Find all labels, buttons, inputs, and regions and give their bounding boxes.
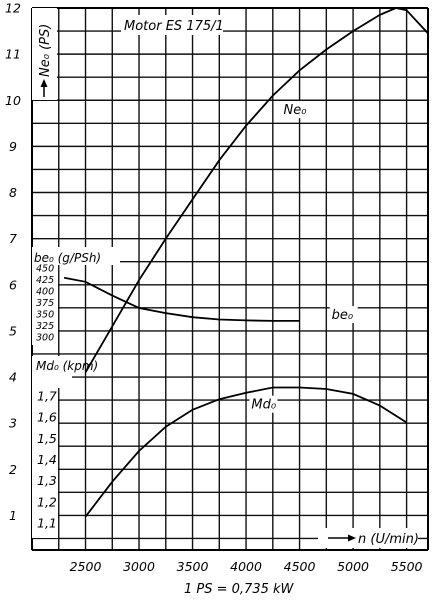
series-label: Ne₀ [284,103,308,118]
x-axis-label: n (U/min) [358,532,419,547]
left-axis-label: Ne₀ (PS) [38,24,53,77]
bsfc-scale-label-box [32,247,120,265]
left-axis-tick-label: 2 [9,462,17,477]
torque-tick-label: 1,4 [37,452,57,467]
bsfc-scale-label: be₀ (g/PSh) [34,251,101,265]
left-axis-tick-label: 1 [9,508,17,523]
left-axis-tick-label: 11 [5,47,21,62]
x-axis-label-box [318,528,418,548]
title-box [121,15,223,35]
torque-scale-box [32,388,58,538]
chart-curves: Ne₀ be₀ Md₀ [63,7,429,518]
series-line-left [84,7,429,373]
bsfc-tick-label: 400 [36,287,54,298]
series-label: Md₀ [251,398,276,413]
x-axis-tick-label: 4500 [284,559,316,574]
torque-tick-label: 1,7 [37,389,57,404]
torque-scale-label-box [32,356,72,388]
torque-tick-label: 1,6 [37,410,57,425]
x-axis-arrowhead [348,534,356,542]
x-axis-tick-label: 4000 [230,559,262,574]
left-axis-tick-label: 7 [9,231,17,246]
left-axis-tick-label: 8 [9,185,17,200]
bsfc-tick-label: 300 [36,333,54,344]
series-label-box [281,101,310,119]
x-axis-tick-label: 5000 [337,559,369,574]
x-axis-ticks: 2500 3000 3500 4000 4500 5000 5500 [70,559,423,574]
left-axis-tick-label: 10 [5,93,21,108]
series-line-torque [84,386,408,518]
torque-tick-label: 1,3 [37,473,57,488]
bsfc-tick-label: 425 [36,275,54,286]
left-axis-arrowhead [40,79,48,87]
left-axis-tick-label: 5 [9,323,17,338]
torque-scale-label: Md₀ (kpm) [36,359,98,373]
left-axis-tick-label: 3 [9,416,17,431]
torque-tick-label: 1,5 [37,431,57,446]
torque-scale-ticks: 1,7 1,6 1,5 1,4 1,3 1,2 1,1 [37,389,57,531]
bsfc-tick-label: 350 [36,310,54,321]
bsfc-tick-label: 450 [36,264,54,275]
series-label-box [249,395,278,413]
left-axis-tick-label: 9 [9,139,17,154]
left-axis-tick-label: 4 [9,370,17,385]
footnote: 1 PS = 0,735 kW [184,582,295,597]
series-label-box [329,306,358,324]
left-axis-tick-label: 12 [5,1,21,16]
x-axis-tick-label: 3000 [123,559,155,574]
bsfc-tick-label: 375 [36,298,54,309]
series-line-bsfc [63,276,300,322]
x-axis-tick-label: 5500 [391,559,423,574]
x-axis-tick-label: 3500 [177,559,209,574]
x-axis-tick-label: 2500 [70,559,102,574]
series-label: be₀ [332,308,354,323]
left-axis-tick-label: 6 [9,277,17,292]
torque-tick-label: 1,1 [37,516,57,531]
chart-grid [31,7,429,551]
bsfc-scale-box [32,265,58,345]
torque-tick-label: 1,2 [37,494,57,509]
bsfc-tick-label: 325 [36,321,54,332]
chart-title: Motor ES 175/1 [124,19,224,34]
